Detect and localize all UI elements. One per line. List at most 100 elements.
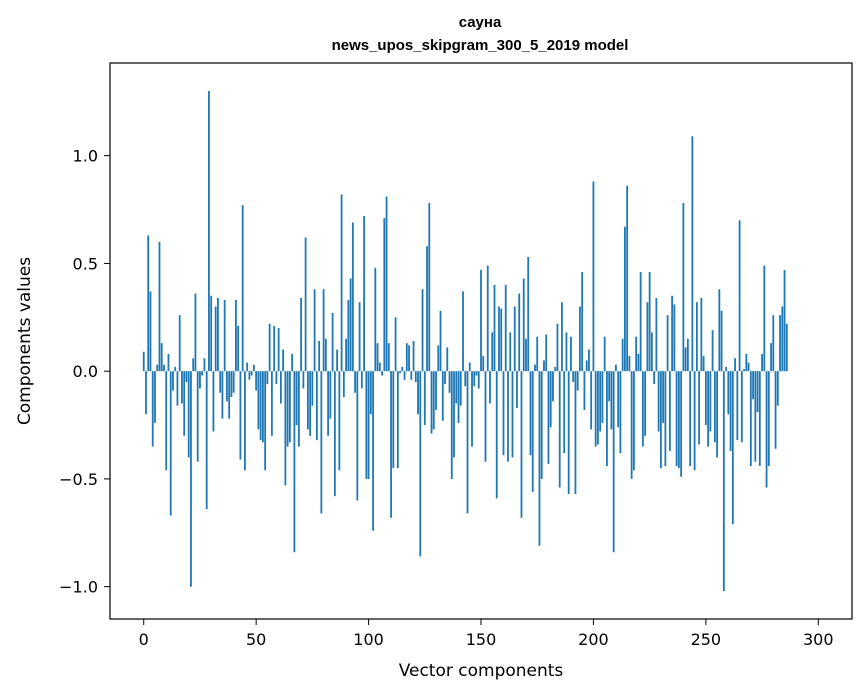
bar-282 [776, 371, 779, 406]
bar-76 [313, 289, 316, 372]
bar-233 [666, 315, 669, 372]
bar-81 [324, 338, 327, 372]
bar-226 [650, 332, 653, 372]
bar-123 [419, 371, 422, 557]
bar-83 [329, 371, 332, 419]
bar-143 [464, 371, 467, 387]
bar-22 [192, 358, 195, 372]
chart-title: сауна [459, 14, 502, 31]
bar-57 [270, 371, 273, 436]
bar-278 [767, 371, 770, 466]
bar-194 [579, 306, 581, 372]
bar-178 [543, 360, 545, 372]
bar-263 [734, 358, 736, 372]
bar-201 [594, 371, 597, 447]
bar-111 [392, 371, 395, 469]
bar-276 [763, 265, 766, 372]
bar-60 [277, 328, 280, 372]
bar-247 [698, 371, 700, 445]
bar-67 [293, 371, 296, 553]
bar-120 [412, 341, 415, 372]
bar-246 [695, 302, 698, 372]
bar-17 [181, 371, 183, 404]
bar-188 [565, 332, 568, 372]
bar-39 [230, 371, 233, 398]
bar-77 [315, 371, 318, 441]
bar-149 [477, 371, 480, 389]
bar-165 [513, 306, 516, 372]
bar-102 [372, 371, 374, 531]
x-tick-label: 50 [246, 630, 266, 649]
bar-213 [621, 338, 624, 372]
bar-54 [264, 371, 267, 471]
bar-25 [199, 371, 201, 389]
bar-7 [158, 241, 161, 372]
bar-138 [453, 371, 455, 458]
bar-161 [504, 284, 507, 372]
bar-285 [783, 269, 786, 372]
bar-258 [722, 371, 725, 591]
bar-series [142, 91, 788, 591]
bar-35 [221, 371, 224, 419]
bar-14 [174, 366, 177, 372]
bar-108 [385, 196, 388, 372]
bar-245 [693, 371, 696, 471]
bar-130 [435, 371, 437, 410]
bar-231 [662, 371, 665, 423]
bar-271 [752, 371, 754, 400]
bar-55 [266, 371, 269, 385]
bar-197 [585, 360, 588, 372]
bar-127 [428, 203, 431, 372]
bar-119 [410, 371, 413, 380]
bar-241 [684, 347, 687, 372]
x-tick-label: 100 [353, 630, 384, 649]
bar-146 [471, 371, 473, 447]
bar-275 [761, 353, 763, 372]
bar-159 [500, 308, 503, 372]
bar-148 [475, 371, 478, 376]
bar-147 [473, 371, 476, 387]
bar-214 [624, 226, 626, 372]
bar-152 [484, 371, 487, 462]
bar-211 [617, 371, 620, 428]
bar-1 [145, 371, 147, 415]
bar-44 [241, 205, 244, 372]
bar-175 [536, 336, 539, 372]
bar-30 [210, 295, 213, 372]
bar-53 [262, 371, 264, 443]
bar-98 [363, 216, 365, 372]
bar-29 [208, 91, 210, 372]
bar-264 [736, 371, 739, 441]
bar-236 [673, 304, 676, 372]
bar-254 [713, 371, 716, 443]
bar-43 [239, 371, 242, 460]
y-tick-label: 0.5 [73, 254, 98, 273]
y-tick-label: 1.0 [73, 147, 98, 166]
bar-155 [491, 332, 494, 372]
bar-269 [747, 362, 750, 372]
bar-61 [279, 371, 282, 404]
bar-139 [455, 371, 458, 404]
bar-232 [664, 371, 667, 466]
bar-107 [383, 218, 386, 372]
bar-207 [608, 371, 611, 402]
bar-151 [482, 356, 485, 372]
bar-262 [731, 371, 734, 525]
bar-34 [219, 371, 222, 393]
bar-121 [414, 371, 417, 382]
x-tick-label: 0 [139, 630, 149, 649]
bar-6 [156, 364, 159, 372]
bar-170 [525, 338, 527, 372]
bar-252 [709, 371, 712, 432]
bar-84 [331, 312, 334, 372]
bar-279 [770, 343, 772, 372]
bar-210 [615, 364, 617, 372]
bar-179 [545, 334, 548, 372]
bar-11 [167, 353, 170, 372]
bar-32 [214, 306, 217, 372]
bar-162 [507, 371, 509, 462]
bar-93 [351, 222, 354, 372]
bar-5 [154, 371, 156, 423]
bar-75 [311, 371, 314, 406]
